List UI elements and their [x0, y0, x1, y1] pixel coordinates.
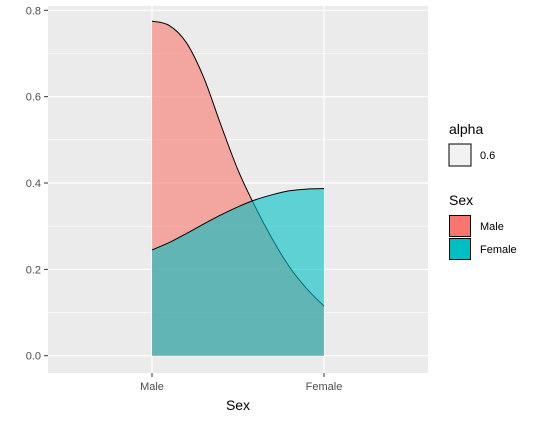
legend-label: Male: [480, 221, 504, 233]
legend-key-female: [449, 238, 471, 260]
legend-key-alpha: [448, 143, 472, 167]
legend: alpha 0.6 Sex Male Female: [448, 121, 517, 260]
legend-title: alpha: [449, 121, 483, 137]
density-area-female: [152, 188, 324, 356]
x-tick-label: Female: [306, 381, 343, 393]
y-tick-label: 0.8: [26, 5, 41, 17]
y-tick-label: 0.4: [26, 178, 41, 190]
density-areas: [151, 20, 325, 356]
x-axis: Male Female: [140, 373, 342, 393]
y-tick-label: 0.0: [26, 351, 41, 363]
x-axis-title: Sex: [226, 397, 250, 413]
legend-key-male: [449, 215, 471, 237]
x-tick-label: Male: [140, 381, 164, 393]
y-tick-label: 0.2: [26, 264, 41, 276]
y-tick-label: 0.6: [26, 92, 41, 104]
y-axis: 0.0 0.2 0.4 0.6 0.8: [26, 5, 48, 363]
legend-label: Female: [480, 244, 517, 256]
density-line-female: [151, 188, 325, 251]
legend-label: 0.6: [480, 150, 495, 162]
legend-title: Sex: [449, 192, 473, 208]
